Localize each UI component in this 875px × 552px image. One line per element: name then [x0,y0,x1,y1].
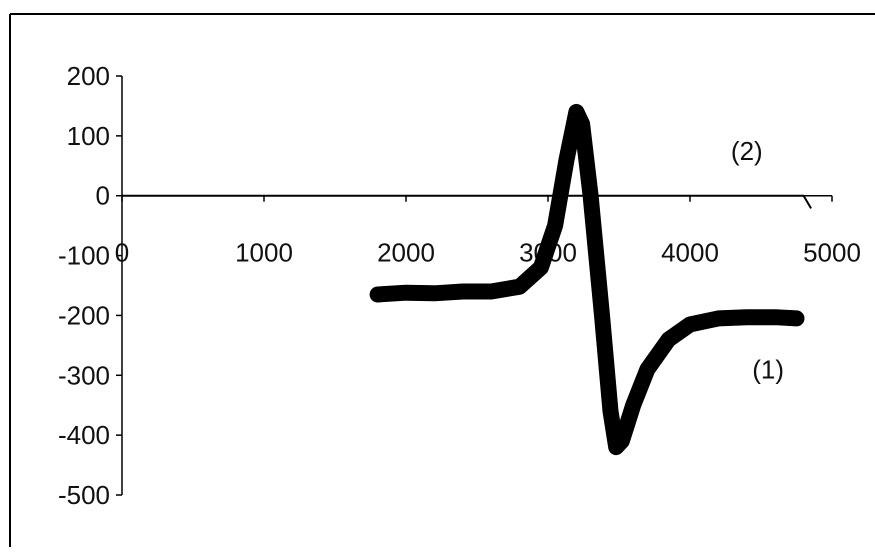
x-tick-label: 0 [115,238,129,268]
series-annotation-label: (2) [731,136,763,166]
y-tick-label: 200 [67,61,110,91]
x-tick-label: 4000 [661,238,719,268]
y-tick-label: -100 [58,241,110,271]
x-tick-label: 2000 [377,238,435,268]
y-tick-label: -200 [58,300,110,330]
series-2-line [121,194,812,209]
y-tick-label: 0 [96,181,110,211]
x-tick-label: 5000 [803,238,861,268]
x-tick-label: 1000 [235,238,293,268]
y-tick-label: 100 [67,121,110,151]
y-tick-label: -300 [58,360,110,390]
y-tick-label: -500 [58,480,110,510]
series-1-line [369,103,805,456]
y-tick-label: -400 [58,420,110,450]
series-annotation-label: (1) [752,354,784,384]
